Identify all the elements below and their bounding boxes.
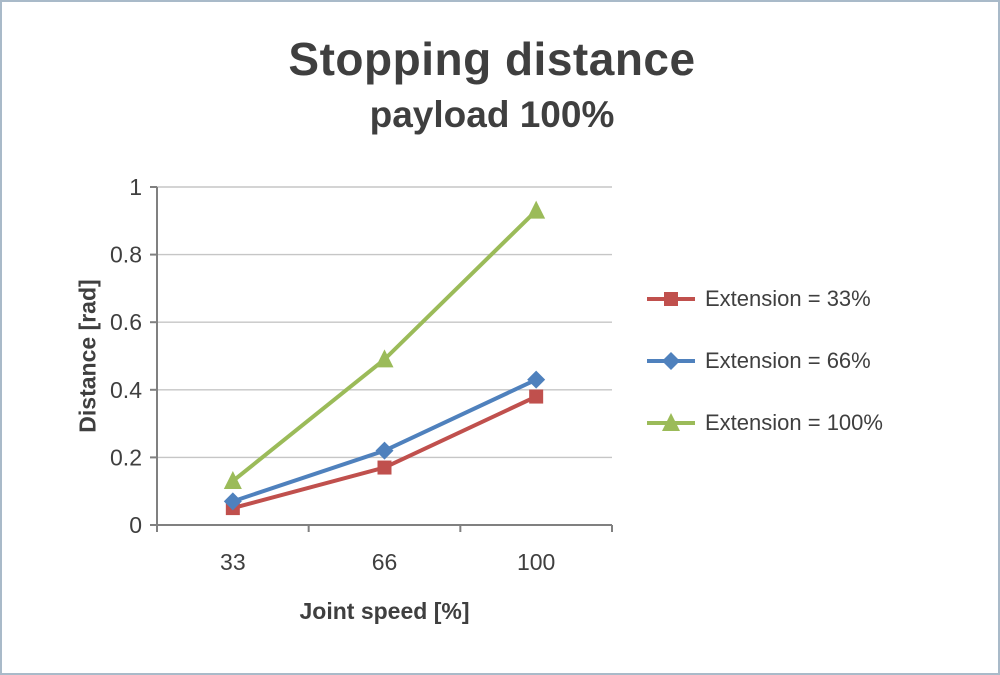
- svg-text:0.8: 0.8: [110, 242, 142, 268]
- legend-label: Extension = 66%: [705, 348, 871, 373]
- svg-text:66: 66: [372, 549, 398, 575]
- svg-text:0.6: 0.6: [110, 309, 142, 335]
- legend-marker-green-triangle-icon: [646, 411, 696, 435]
- legend-marker-red-square-icon: [646, 287, 696, 311]
- legend-item: Extension = 66%: [646, 348, 883, 374]
- svg-text:1: 1: [129, 174, 142, 200]
- legend-label: Extension = 33%: [705, 286, 871, 311]
- legend: Extension = 33% Extension = 66% Extensio…: [646, 286, 883, 436]
- chart-subtitle: payload 100%: [369, 94, 615, 135]
- svg-text:0.2: 0.2: [110, 444, 142, 470]
- svg-text:0: 0: [129, 512, 142, 538]
- chart-title: Stopping distance: [288, 33, 696, 85]
- svg-text:33: 33: [220, 549, 246, 575]
- legend-item: Extension = 33%: [646, 286, 883, 312]
- svg-text:0.4: 0.4: [110, 377, 142, 403]
- legend-item: Extension = 100%: [646, 410, 883, 436]
- legend-marker-blue-diamond-icon: [646, 349, 696, 373]
- svg-text:100: 100: [517, 549, 555, 575]
- legend-label: Extension = 100%: [705, 410, 883, 435]
- x-axis-title: Joint speed [%]: [299, 598, 470, 624]
